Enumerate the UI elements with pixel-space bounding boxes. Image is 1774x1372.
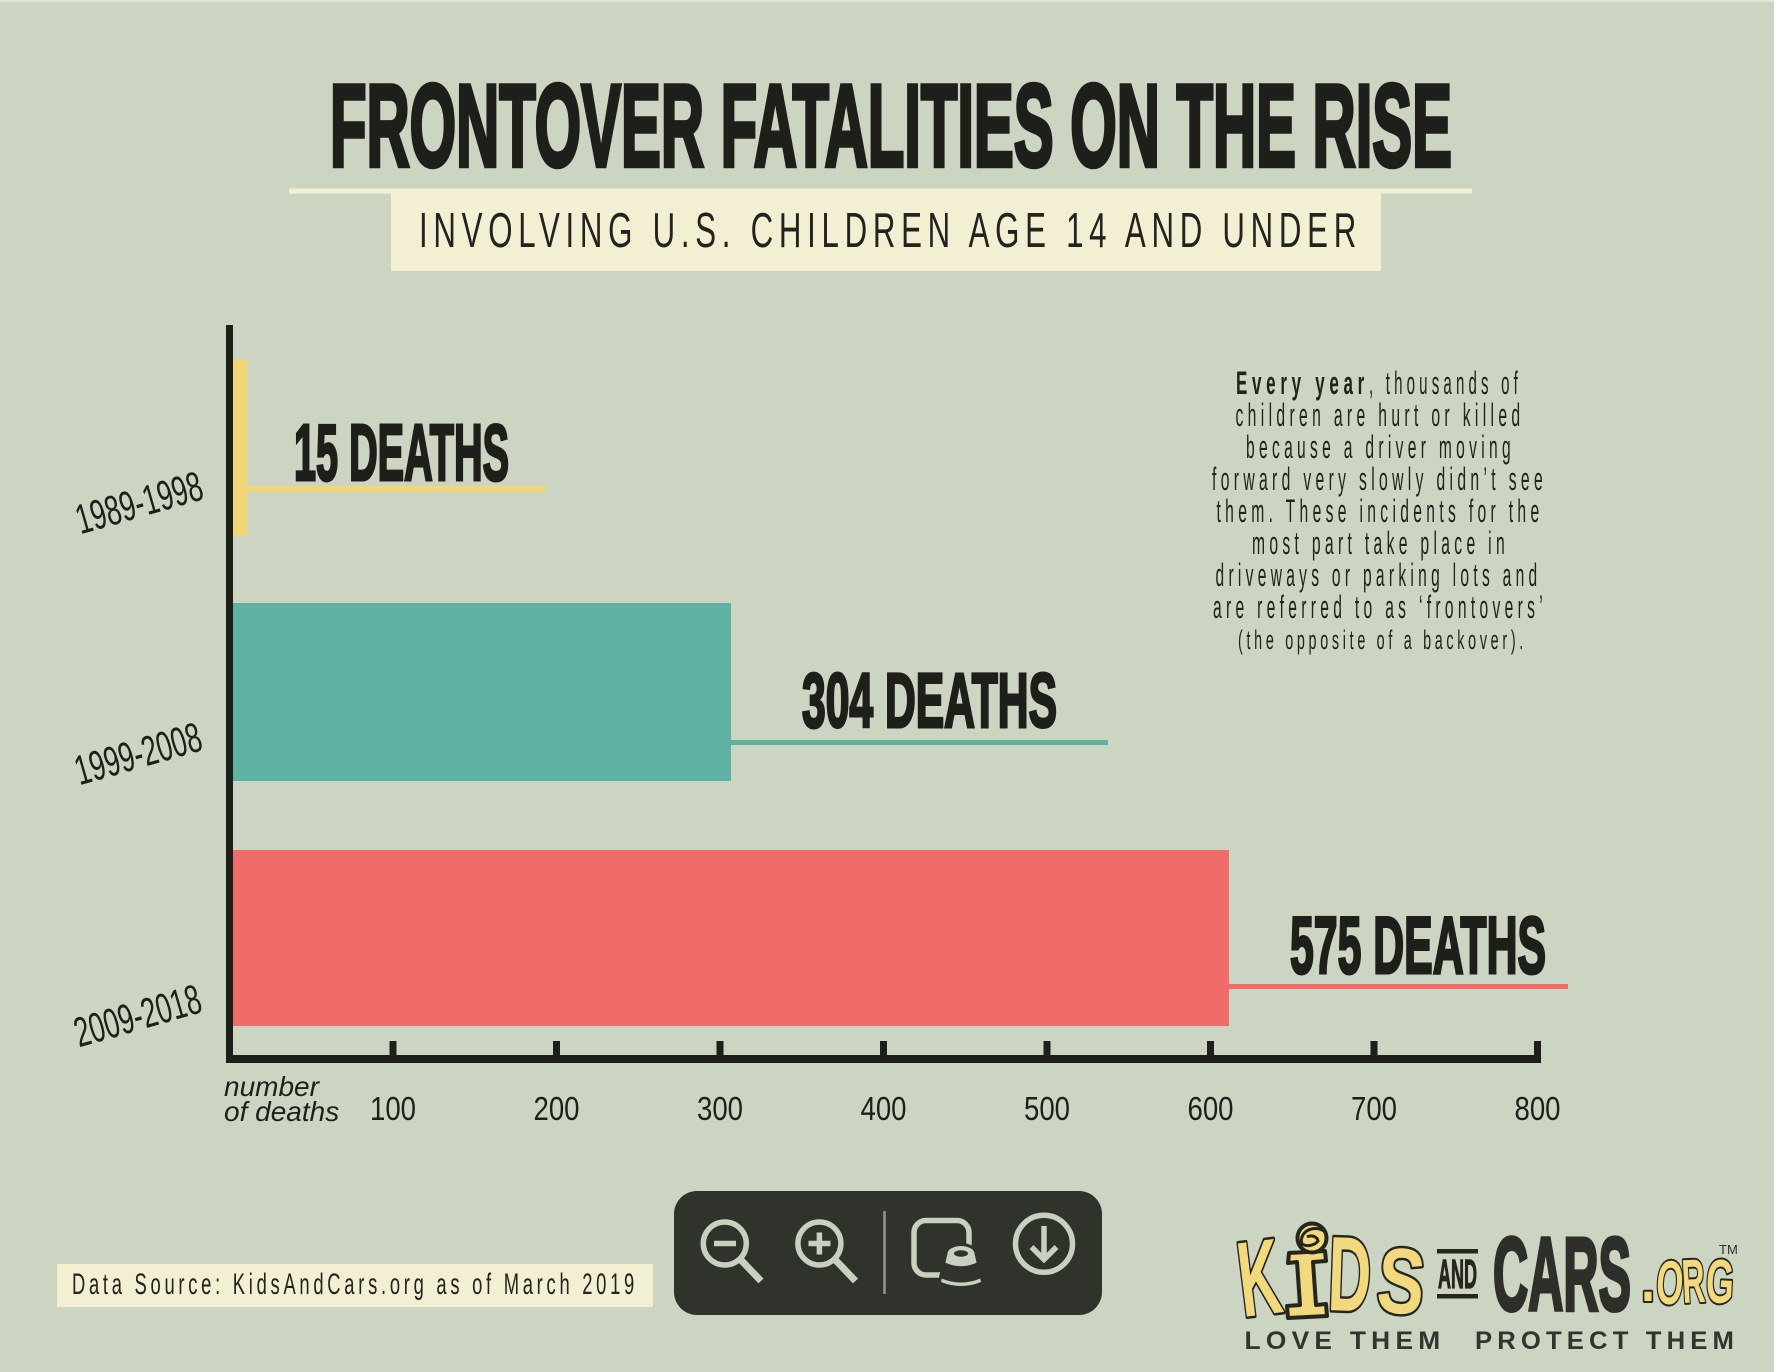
svg-text:INVOLVING U.S. CHILDREN AGE 14: INVOLVING U.S. CHILDREN AGE 14 AND UNDER xyxy=(419,204,1362,258)
svg-text:driveways or parking lots and: driveways or parking lots and xyxy=(1216,557,1542,593)
svg-text:800: 800 xyxy=(1515,1090,1561,1127)
svg-text:15 DEATHS: 15 DEATHS xyxy=(294,408,509,497)
svg-text:them. These incidents for the: them. These incidents for the xyxy=(1217,493,1544,529)
svg-text:400: 400 xyxy=(861,1090,907,1127)
svg-text:FRONTOVER FATALITIES ON THE RI: FRONTOVER FATALITIES ON THE RISE xyxy=(330,60,1452,191)
svg-text:575 DEATHS: 575 DEATHS xyxy=(1290,901,1546,991)
svg-text:most part take place in: most part take place in xyxy=(1252,525,1509,561)
svg-text:TM: TM xyxy=(1719,1242,1738,1257)
svg-text:CARS: CARS xyxy=(1493,1217,1631,1333)
svg-text:number: number xyxy=(224,1071,321,1102)
svg-text:D: D xyxy=(1326,1215,1373,1334)
svg-text:S: S xyxy=(1373,1227,1429,1335)
svg-text:.: . xyxy=(1641,1246,1655,1315)
svg-text:300: 300 xyxy=(697,1090,743,1127)
svg-text:600: 600 xyxy=(1188,1090,1234,1127)
svg-text:200: 200 xyxy=(534,1090,580,1127)
svg-text:G: G xyxy=(1704,1247,1736,1317)
svg-text:Every year: Every year xyxy=(1236,365,1369,401)
svg-text:100: 100 xyxy=(370,1090,416,1127)
svg-text:R: R xyxy=(1680,1247,1707,1317)
svg-text:of deaths: of deaths xyxy=(224,1096,339,1127)
svg-text:because a driver moving: because a driver moving xyxy=(1246,429,1515,465)
svg-text:LOVE THEM: LOVE THEM xyxy=(1245,1327,1446,1355)
svg-text:are referred to as ‘frontovers: are referred to as ‘frontovers’ xyxy=(1213,589,1547,625)
svg-text:PROTECT THEM: PROTECT THEM xyxy=(1475,1327,1739,1355)
svg-text:children are hurt or killed: children are hurt or killed xyxy=(1236,397,1525,433)
svg-text:304 DEATHS: 304 DEATHS xyxy=(802,658,1057,744)
svg-text:(the opposite of a backover).: (the opposite of a backover). xyxy=(1238,625,1527,655)
svg-text:700: 700 xyxy=(1351,1090,1397,1127)
svg-text:Data Source: KidsAndCars.org a: Data Source: KidsAndCars.org as of March… xyxy=(72,1268,638,1301)
svg-text:AND: AND xyxy=(1438,1251,1477,1297)
svg-text:500: 500 xyxy=(1024,1090,1070,1127)
svg-text:, thousands of: , thousands of xyxy=(1369,365,1522,401)
svg-text:forward very slowly didn’t see: forward very slowly didn’t see xyxy=(1212,461,1547,497)
